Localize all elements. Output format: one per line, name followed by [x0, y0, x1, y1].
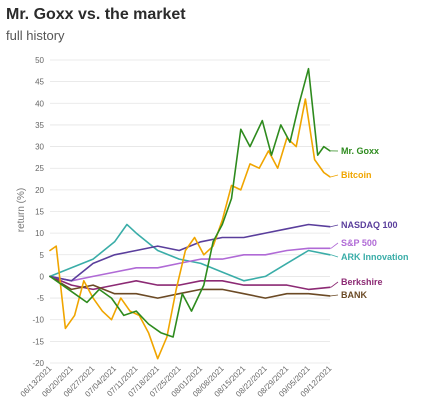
series-line-s-p-500	[49, 247, 331, 282]
series-lines	[49, 67, 331, 360]
series-end-labels: Mr. Goxx Bitcoin NASDAQ 100 S&P 500 ARK Inno…	[330, 146, 409, 300]
y-tick-label: 40	[35, 99, 44, 108]
series-line-ark-innovation	[49, 223, 331, 282]
y-tick-labels: -20 -15 -10 -5 0 5 10 15 20 25 30 35 40 45 50	[32, 56, 44, 368]
y-tick-label: 25	[35, 164, 44, 173]
end-label-connector	[330, 224, 339, 228]
end-label-connector	[330, 294, 339, 297]
end-label-bitcoin: Bitcoin	[341, 170, 372, 180]
end-label-bank: BANK	[341, 290, 367, 300]
y-tick-label: -15	[32, 337, 44, 346]
y-tick-label: -5	[37, 294, 45, 303]
series-line-bank	[49, 275, 331, 299]
y-tick-label: 5	[40, 251, 45, 260]
series-line-nasdaq-100	[49, 223, 331, 282]
end-label-connector	[330, 242, 339, 249]
end-label-connector	[330, 174, 339, 178]
series-line-mr-goxx	[49, 67, 331, 338]
end-label-connector	[330, 254, 339, 258]
chart-subtitle: full history	[6, 28, 65, 43]
y-tick-label: 20	[35, 186, 44, 195]
end-label-s-p-500: S&P 500	[341, 238, 377, 248]
grid-lines	[50, 59, 330, 364]
y-tick-label: 35	[35, 121, 44, 130]
y-tick-label: 50	[35, 56, 44, 65]
series-line-bitcoin	[49, 98, 331, 360]
end-label-mr-goxx: Mr. Goxx	[341, 146, 379, 156]
y-axis-label: return (%)	[16, 188, 27, 232]
end-label-nasdaq-100: NASDAQ 100	[341, 220, 398, 230]
x-tick-labels: 06/13/202106/20/202106/27/202107/04/2021…	[19, 364, 334, 399]
y-tick-label: -10	[32, 316, 44, 325]
y-tick-label: 0	[40, 272, 45, 281]
y-tick-label: 10	[35, 229, 44, 238]
series-line-berkshire	[49, 275, 331, 291]
y-tick-label: 30	[35, 143, 44, 152]
y-tick-label: -20	[32, 359, 44, 368]
end-label-ark-innovation: ARK Innovation	[341, 252, 409, 262]
y-tick-label: 15	[35, 208, 44, 217]
end-label-connector	[330, 281, 339, 288]
end-label-berkshire: Berkshire	[341, 277, 383, 287]
y-tick-label: 45	[35, 78, 44, 87]
chart-title: Mr. Goxx vs. the market	[6, 6, 186, 23]
